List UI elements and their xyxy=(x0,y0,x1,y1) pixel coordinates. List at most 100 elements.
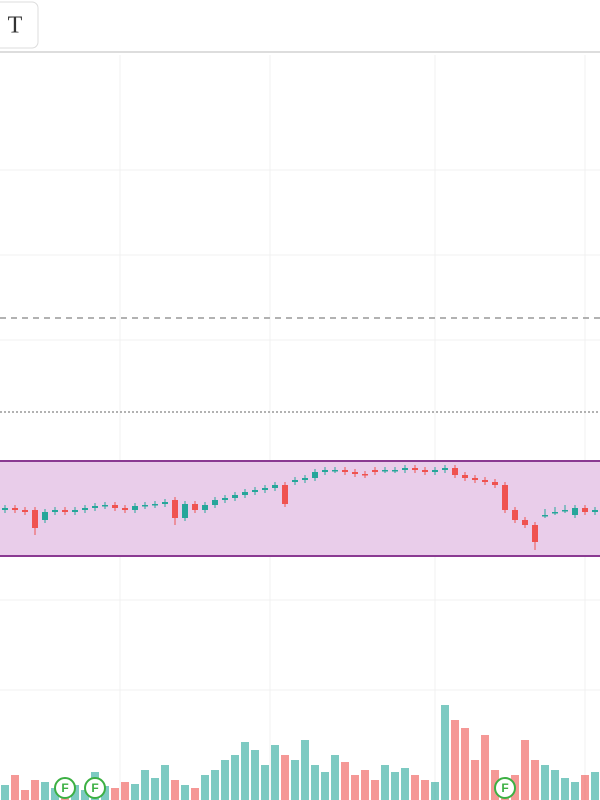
candle-body xyxy=(532,525,538,542)
event-marker-label: F xyxy=(61,781,68,795)
candle-body xyxy=(222,498,228,500)
candle-body xyxy=(552,512,558,514)
candle-body xyxy=(212,500,218,505)
volume-bar xyxy=(231,755,239,800)
volume-bar xyxy=(291,760,299,800)
tool-button[interactable] xyxy=(0,1,39,49)
candle-body xyxy=(22,510,28,512)
candle-body xyxy=(412,468,418,470)
candle-body xyxy=(572,508,578,515)
volume-bar xyxy=(161,765,169,800)
volume-bar xyxy=(321,772,329,800)
volume-bar xyxy=(521,740,529,800)
candle-body xyxy=(292,480,298,482)
candle-body xyxy=(132,506,138,510)
candle-body xyxy=(502,485,508,510)
volume-bar xyxy=(451,720,459,800)
candle-body xyxy=(582,508,588,512)
candle-body xyxy=(242,492,248,495)
volume-bar xyxy=(1,785,9,800)
volume-bar xyxy=(331,755,339,800)
volume-bar xyxy=(411,775,419,800)
volume-bar xyxy=(181,785,189,800)
volume-bar xyxy=(371,780,379,800)
candle-body xyxy=(482,480,488,482)
event-marker xyxy=(84,777,106,799)
candle-body xyxy=(272,485,278,488)
candle-body xyxy=(522,520,528,525)
candle-body xyxy=(162,502,168,504)
candle-body xyxy=(452,468,458,475)
candle-body xyxy=(402,468,408,470)
volume-bar xyxy=(581,775,589,800)
candle-body xyxy=(122,508,128,510)
volume-bar xyxy=(471,760,479,800)
volume-bar xyxy=(571,782,579,800)
volume-bar xyxy=(551,770,559,800)
volume-bar xyxy=(441,705,449,800)
candle-body xyxy=(392,470,398,472)
volume-bar xyxy=(401,768,409,800)
volume-bar xyxy=(421,780,429,800)
candle-body xyxy=(442,468,448,470)
candle-body xyxy=(302,478,308,480)
candle-body xyxy=(492,482,498,485)
candle-body xyxy=(102,505,108,507)
volume-bar xyxy=(21,790,29,800)
candle-body xyxy=(112,505,118,508)
candle-body xyxy=(52,510,58,512)
candle-body xyxy=(82,508,88,510)
volume-bar xyxy=(211,770,219,800)
candle-body xyxy=(562,510,568,512)
volume-bar xyxy=(81,790,89,800)
candle-body xyxy=(172,500,178,518)
candle-body xyxy=(342,470,348,472)
candle-body xyxy=(62,510,68,512)
candle-body xyxy=(362,474,368,476)
candle-body xyxy=(32,510,38,528)
volume-bar xyxy=(111,788,119,800)
volume-bar xyxy=(41,782,49,800)
range-box xyxy=(0,460,600,557)
candle-body xyxy=(432,470,438,472)
candle-body xyxy=(382,470,388,472)
candle-body xyxy=(322,470,328,472)
candle-body xyxy=(372,470,378,472)
volume-bar xyxy=(251,750,259,800)
event-marker xyxy=(494,777,516,799)
volume-bar xyxy=(271,745,279,800)
candle-body xyxy=(42,512,48,520)
volume-bar xyxy=(151,778,159,800)
event-marker-label: F xyxy=(501,781,508,795)
volume-bar xyxy=(221,760,229,800)
volume-bar xyxy=(531,760,539,800)
volume-bar xyxy=(171,780,179,800)
volume-bar xyxy=(341,762,349,800)
candle-body xyxy=(182,504,188,518)
volume-bar xyxy=(31,780,39,800)
toolbar xyxy=(0,0,600,52)
candle-body xyxy=(262,488,268,490)
candle-body xyxy=(542,515,548,517)
volume-bar xyxy=(281,755,289,800)
volume-bar xyxy=(201,775,209,800)
tool-icon[interactable]: T xyxy=(8,13,23,39)
candle-body xyxy=(192,504,198,510)
candle-body xyxy=(152,504,158,506)
volume-bar xyxy=(351,775,359,800)
volume-bar xyxy=(101,786,109,800)
candle-body xyxy=(282,485,288,504)
event-marker-label: F xyxy=(91,781,98,795)
candle-body xyxy=(422,470,428,472)
volume-bar xyxy=(561,778,569,800)
event-marker xyxy=(54,777,76,799)
candle-body xyxy=(72,510,78,512)
volume-bar xyxy=(141,770,149,800)
volume-bar xyxy=(261,765,269,800)
candle-body xyxy=(142,505,148,507)
candle-body xyxy=(252,490,258,492)
volume-bar xyxy=(481,735,489,800)
candle-body xyxy=(352,472,358,474)
